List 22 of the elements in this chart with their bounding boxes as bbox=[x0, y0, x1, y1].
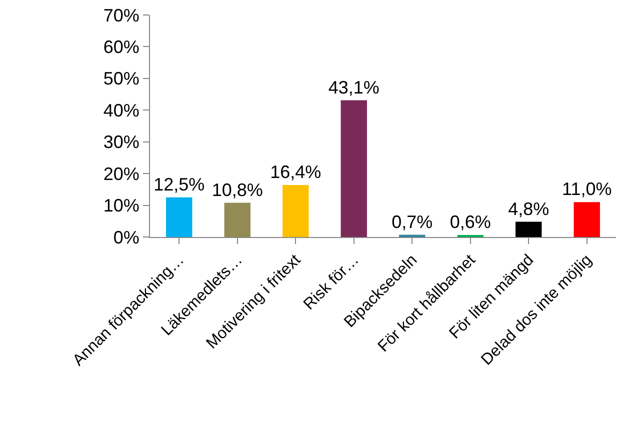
bar bbox=[574, 202, 600, 237]
y-tick-label: 10% bbox=[103, 196, 140, 216]
y-tick-label: 60% bbox=[103, 37, 140, 58]
y-tick-label: 0% bbox=[113, 227, 140, 248]
bar bbox=[166, 197, 192, 237]
data-label: 12,5% bbox=[154, 174, 205, 194]
y-tick-label: 40% bbox=[103, 100, 140, 120]
data-label: 0,7% bbox=[392, 212, 433, 232]
data-label: 4,8% bbox=[508, 198, 550, 219]
data-label: 11,0% bbox=[562, 179, 612, 200]
y-tick-label: 70% bbox=[103, 5, 140, 26]
data-label: 43,1% bbox=[328, 77, 380, 98]
y-tick-label: 50% bbox=[103, 68, 140, 89]
bar bbox=[340, 100, 367, 237]
data-label: 16,4% bbox=[270, 162, 322, 182]
bar bbox=[516, 222, 542, 237]
y-tick-label: 30% bbox=[103, 132, 140, 152]
data-label: 10,8% bbox=[212, 180, 263, 200]
y-tick-label: 20% bbox=[103, 164, 140, 184]
bar bbox=[282, 184, 309, 237]
bar bbox=[224, 202, 250, 237]
data-label: 0,6% bbox=[450, 212, 491, 232]
